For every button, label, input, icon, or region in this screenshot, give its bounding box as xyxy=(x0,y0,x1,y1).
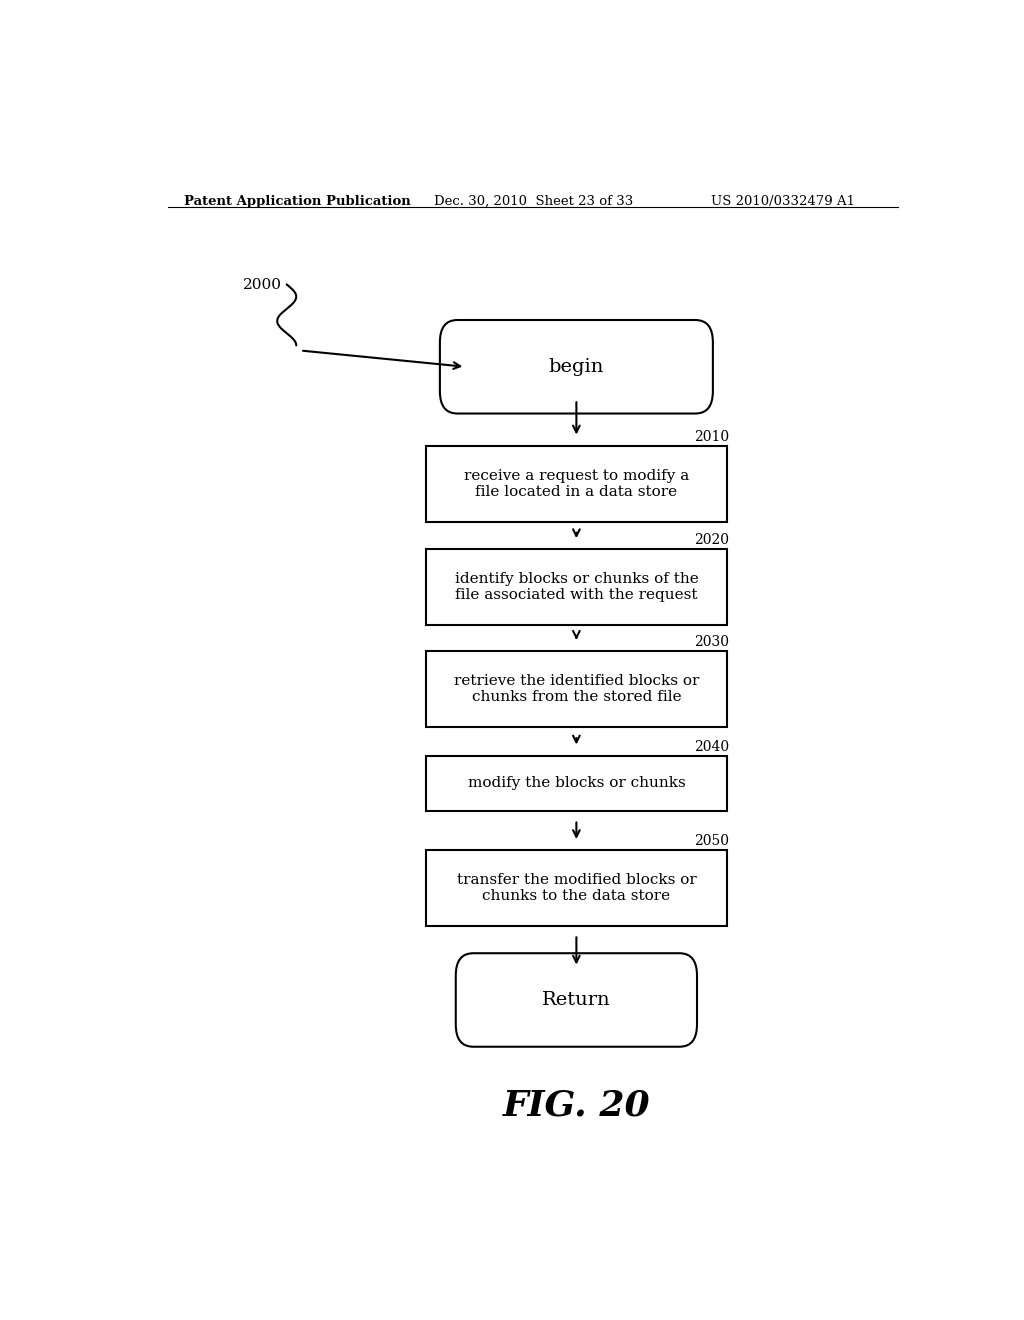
Text: 2020: 2020 xyxy=(693,533,729,548)
FancyBboxPatch shape xyxy=(426,850,727,927)
FancyBboxPatch shape xyxy=(456,953,697,1047)
Text: 2030: 2030 xyxy=(693,635,729,649)
FancyBboxPatch shape xyxy=(426,446,727,521)
Text: 2040: 2040 xyxy=(693,739,729,754)
Text: retrieve the identified blocks or
chunks from the stored file: retrieve the identified blocks or chunks… xyxy=(454,675,699,704)
Text: begin: begin xyxy=(549,358,604,376)
FancyBboxPatch shape xyxy=(426,549,727,626)
Text: Dec. 30, 2010  Sheet 23 of 33: Dec. 30, 2010 Sheet 23 of 33 xyxy=(433,195,633,209)
FancyBboxPatch shape xyxy=(426,651,727,727)
Text: 2050: 2050 xyxy=(693,834,729,847)
Text: Return: Return xyxy=(542,991,610,1008)
FancyBboxPatch shape xyxy=(440,319,713,413)
Text: receive a request to modify a
file located in a data store: receive a request to modify a file locat… xyxy=(464,469,689,499)
Text: 2010: 2010 xyxy=(693,429,729,444)
Text: 2000: 2000 xyxy=(243,279,282,292)
Text: transfer the modified blocks or
chunks to the data store: transfer the modified blocks or chunks t… xyxy=(457,873,696,903)
Text: modify the blocks or chunks: modify the blocks or chunks xyxy=(468,776,685,791)
Text: FIG. 20: FIG. 20 xyxy=(503,1089,650,1123)
Text: Patent Application Publication: Patent Application Publication xyxy=(183,195,411,209)
FancyBboxPatch shape xyxy=(426,755,727,812)
Text: US 2010/0332479 A1: US 2010/0332479 A1 xyxy=(712,195,855,209)
Text: identify blocks or chunks of the
file associated with the request: identify blocks or chunks of the file as… xyxy=(455,573,698,602)
